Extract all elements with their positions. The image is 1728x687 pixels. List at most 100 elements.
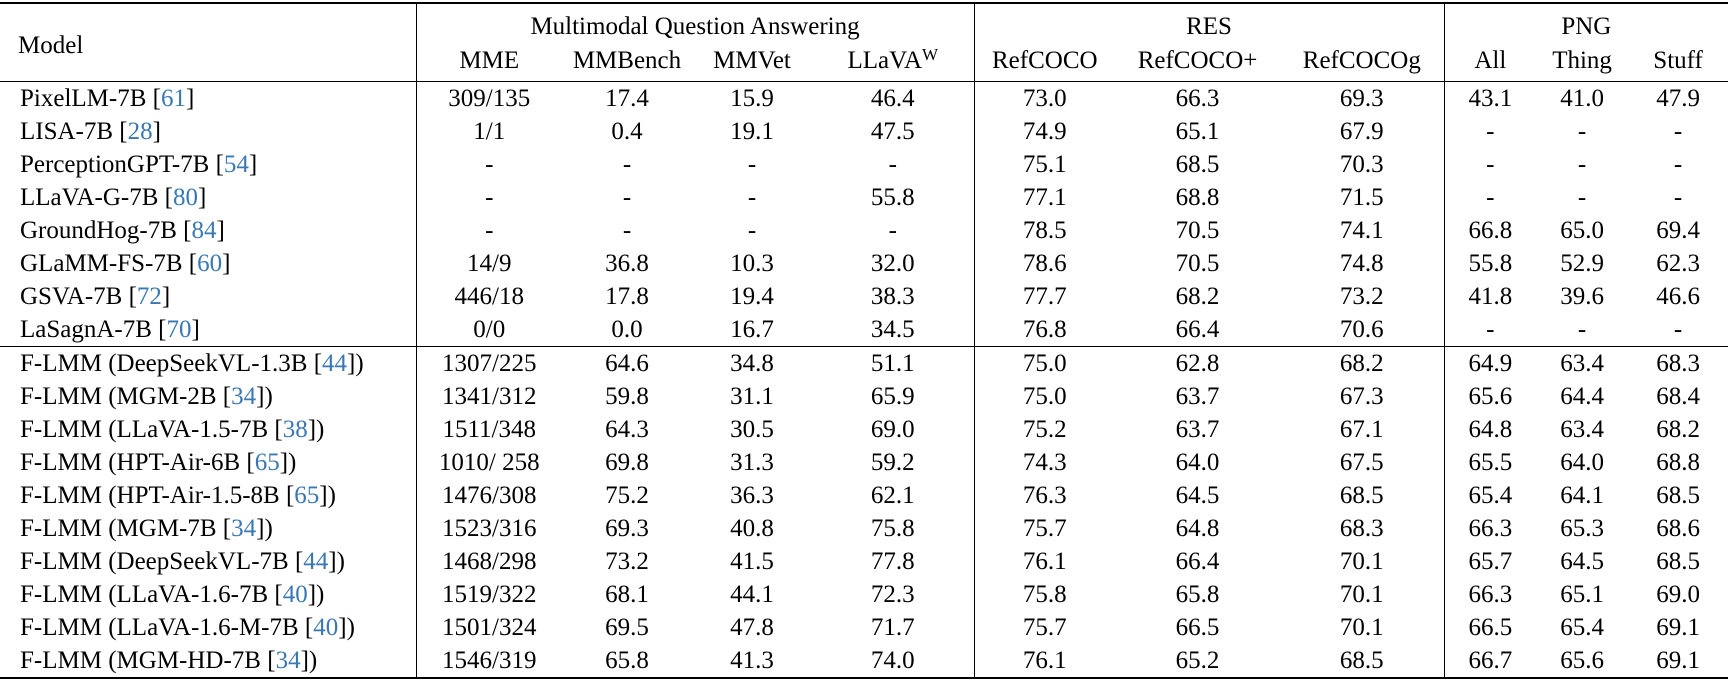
citation-link[interactable]: 44 <box>303 548 329 575</box>
cell-png-stuff: 62.3 <box>1656 250 1700 277</box>
citation-link[interactable]: 34 <box>231 515 257 542</box>
citation-link[interactable]: 61 <box>160 85 186 112</box>
model-name-cell: F-LMM (DeepSeekVL-7B [44]) <box>0 545 416 578</box>
cell-mmbench: 36.8 <box>605 250 649 277</box>
model-name: F-LMM (LLaVA-1.6-7B [ <box>20 581 283 608</box>
cell-mmvet: 41.3 <box>692 644 812 679</box>
citation-link[interactable]: 34 <box>275 647 301 674</box>
cell-mmbench: 64.6 <box>562 346 692 380</box>
cell-refcocog: 73.2 <box>1339 283 1384 310</box>
cell-png-stuff: - <box>1673 118 1683 145</box>
citation-link[interactable]: 84 <box>191 217 217 244</box>
cell-mme: 446/18 <box>415 280 562 313</box>
table-row: GLaMM-FS-7B [60] 14/9 36.8 10.3 32.0 78.6 70.5… <box>0 247 1728 280</box>
citation-link[interactable]: 40 <box>313 614 339 641</box>
cell-mmbench: 68.1 <box>605 581 649 608</box>
citation-link[interactable]: 28 <box>127 118 153 145</box>
cell-mme: 1010/ 258 <box>415 446 562 479</box>
cell-llava-w: 55.8 <box>870 184 915 211</box>
citation-link[interactable]: 65 <box>254 449 280 476</box>
cell-mme: 1523/316 <box>415 512 562 545</box>
cell-mmvet: - <box>747 151 757 178</box>
model-name: PerceptionGPT-7B [ <box>20 151 224 178</box>
citation-link[interactable]: 70 <box>166 316 192 343</box>
cell-refcoco: 75.8 <box>973 578 1116 611</box>
cell-refcoco: 78.6 <box>973 247 1116 280</box>
model-name: F-LMM (DeepSeekVL-1.3B [ <box>20 350 323 377</box>
citation-link[interactable]: 34 <box>231 383 257 410</box>
cell-png-thing: 65.0 <box>1560 217 1604 244</box>
citation-link[interactable]: 38 <box>282 416 308 443</box>
table-row: F-LMM (MGM-2B [34]) 1341/312 59.8 31.1 65.9 7… <box>0 380 1728 413</box>
citation-link[interactable]: 72 <box>136 283 162 310</box>
col-header-stuff: Stuff <box>1653 47 1703 74</box>
table-row: F-LMM (LLaVA-1.6-7B [40]) 1519/322 68.1 44.… <box>0 578 1728 611</box>
model-name: GLaMM-FS-7B [ <box>20 250 198 277</box>
cell-refcoco-plus: 64.0 <box>1175 449 1220 476</box>
table-row: F-LMM (MGM-7B [34]) 1523/316 69.3 40.8 75.8 7… <box>0 512 1728 545</box>
cell-png-all: 66.3 <box>1443 578 1537 611</box>
cell-png-all: - <box>1443 148 1537 181</box>
citation-link[interactable]: 44 <box>322 350 348 377</box>
model-name: GroundHog-7B [ <box>20 217 192 244</box>
cell-refcoco-plus: 65.2 <box>1115 644 1281 679</box>
model-name-cell: F-LMM (LLaVA-1.6-7B [40]) <box>0 578 416 611</box>
citation-link[interactable]: 80 <box>172 184 198 211</box>
cell-refcoco-plus: 64.5 <box>1175 482 1220 509</box>
cell-refcoco-plus: 66.3 <box>1115 81 1281 115</box>
cell-mmvet: 10.3 <box>730 250 774 277</box>
model-name-cell: GLaMM-FS-7B [60] <box>0 247 416 280</box>
citation-close: ]) <box>256 383 273 410</box>
col-header-llava-w-sup: W <box>922 45 939 64</box>
model-name-cell: F-LMM (DeepSeekVL-1.3B [44]) <box>0 346 416 380</box>
cell-mme: 1476/308 <box>415 479 562 512</box>
citation-link[interactable]: 54 <box>223 151 249 178</box>
table-row: F-LMM (LLaVA-1.6-M-7B [40]) 1501/324 69.5 4… <box>0 611 1728 644</box>
cell-png-thing: 65.4 <box>1560 614 1604 641</box>
cell-refcoco: 75.7 <box>973 512 1116 545</box>
model-name-cell: F-LMM (LLaVA-1.5-7B [38]) <box>0 413 416 446</box>
cell-mme: 1341/312 <box>415 380 562 413</box>
model-name: F-LMM (LLaVA-1.6-M-7B [ <box>20 614 314 641</box>
citation-close: ]) <box>307 416 325 443</box>
model-name-cell: LISA-7B [28] <box>0 115 416 148</box>
model-name: GSVA-7B [ <box>20 283 137 310</box>
citation-link[interactable]: 40 <box>282 581 308 608</box>
cell-mme: 1519/322 <box>415 578 562 611</box>
cell-refcocog: 67.9 <box>1339 118 1384 145</box>
citation-close: ] <box>216 217 225 244</box>
cell-png-all: 65.4 <box>1443 479 1537 512</box>
cell-refcoco-plus: 66.4 <box>1175 548 1220 575</box>
citation-link[interactable]: 65 <box>294 482 320 509</box>
cell-refcocog: 70.6 <box>1339 316 1384 343</box>
col-header-thing: Thing <box>1552 47 1612 74</box>
cell-refcoco: 74.9 <box>973 115 1116 148</box>
cell-llava-w: 32.0 <box>870 250 915 277</box>
cell-mme: 1/1 <box>415 115 562 148</box>
citation-link[interactable]: 60 <box>197 250 223 277</box>
cell-refcoco-plus: 63.7 <box>1175 383 1220 410</box>
model-name: F-LMM (MGM-2B [ <box>20 383 232 410</box>
cell-llava-w: 47.5 <box>870 118 915 145</box>
table-row: F-LMM (HPT-Air-1.5-8B [65]) 1476/308 75.2 3… <box>0 479 1728 512</box>
cell-png-thing: 64.4 <box>1560 383 1604 410</box>
table-row: LISA-7B [28] 1/1 0.4 19.1 47.5 74.9 65.1 67.9- -… <box>0 115 1728 148</box>
cell-png-thing: 39.6 <box>1560 283 1604 310</box>
cell-llava-w: 71.7 <box>870 614 915 641</box>
cell-mme: 1511/348 <box>415 413 562 446</box>
cell-refcocog: 74.8 <box>1339 250 1384 277</box>
cell-refcoco-plus: 62.8 <box>1115 346 1281 380</box>
cell-png-thing: 64.0 <box>1560 449 1604 476</box>
cell-refcoco: 75.0 <box>973 346 1116 380</box>
cell-mmvet: 41.5 <box>730 548 774 575</box>
cell-mme: 1307/225 <box>415 346 562 380</box>
cell-mme: 1546/319 <box>415 644 562 679</box>
cell-png-all: 66.7 <box>1443 644 1537 679</box>
table-row: LLaVA-G-7B [80] - - -55.8 77.1 68.8 71.5- - - <box>0 181 1728 214</box>
model-name-cell: F-LMM (LLaVA-1.6-M-7B [40]) <box>0 611 416 644</box>
model-name-cell: F-LMM (MGM-7B [34]) <box>0 512 416 545</box>
cell-png-stuff: 69.1 <box>1656 614 1700 641</box>
cell-png-stuff: 68.5 <box>1656 548 1700 575</box>
cell-png-thing: 64.5 <box>1560 548 1604 575</box>
cell-mme: 1468/298 <box>415 545 562 578</box>
